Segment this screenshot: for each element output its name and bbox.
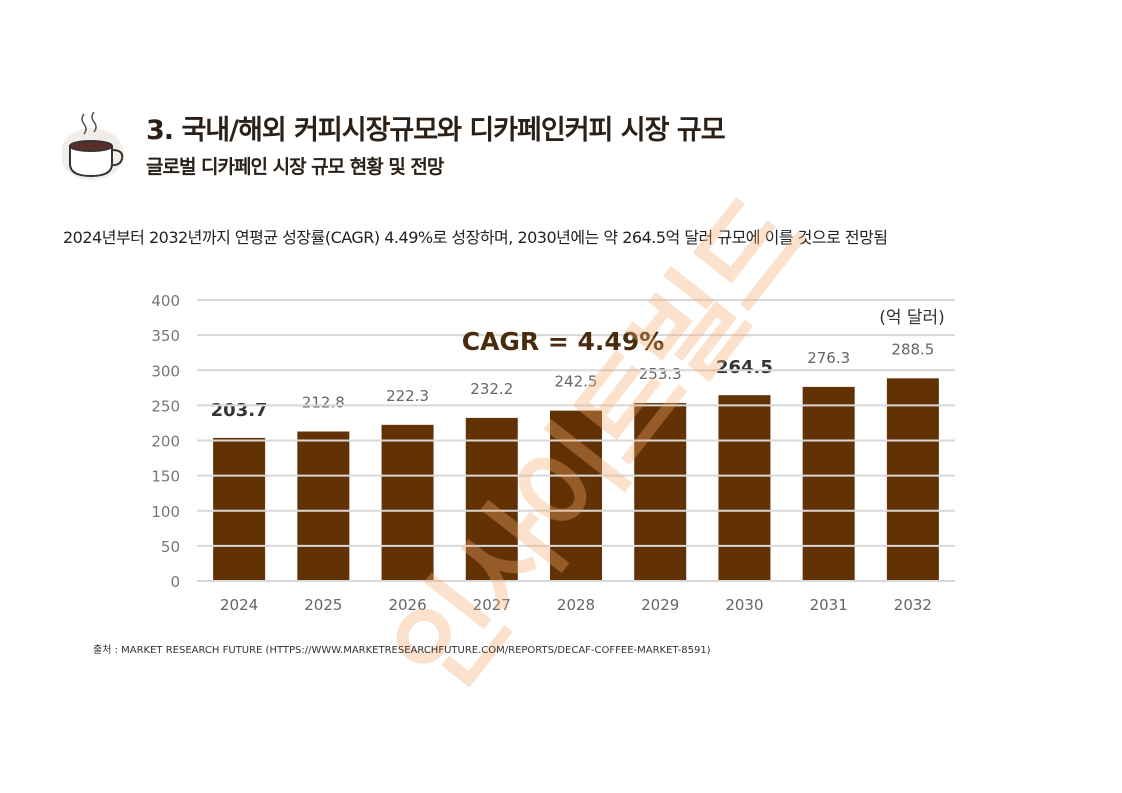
x-tick-label: 2027 bbox=[473, 596, 511, 614]
data-label: 276.3 bbox=[807, 349, 850, 367]
bar bbox=[634, 403, 687, 581]
bar bbox=[297, 431, 350, 581]
x-tick-label: 2030 bbox=[725, 596, 763, 614]
y-tick-label: 100 bbox=[151, 503, 180, 521]
y-tick-label: 0 bbox=[170, 573, 180, 591]
coffee-cup-icon bbox=[62, 111, 124, 180]
data-label: 232.2 bbox=[470, 380, 513, 398]
bar bbox=[550, 410, 602, 581]
x-tick-label: 2028 bbox=[557, 596, 595, 614]
data-label: 288.5 bbox=[891, 340, 934, 358]
data-label: 222.3 bbox=[386, 387, 429, 405]
bar bbox=[213, 437, 266, 581]
y-tick-label: 250 bbox=[151, 397, 180, 415]
x-tick-label: 2024 bbox=[220, 596, 258, 614]
y-tick-label: 50 bbox=[161, 538, 180, 556]
x-tick-label: 2025 bbox=[304, 596, 342, 614]
source-note: 출처 : MARKET RESEARCH FUTURE (HTTPS://WWW… bbox=[93, 645, 711, 656]
y-tick-label: 350 bbox=[151, 327, 180, 345]
x-tick-label: 2031 bbox=[810, 596, 848, 614]
x-tick-label: 2029 bbox=[641, 596, 679, 614]
bar bbox=[886, 378, 939, 581]
y-tick-label: 300 bbox=[151, 362, 180, 380]
data-label: 242.5 bbox=[555, 373, 598, 391]
x-tick-label: 2026 bbox=[388, 596, 426, 614]
description-text: 2024년부터 2032년까지 연평균 성장률(CAGR) 4.49%로 성장하… bbox=[63, 228, 888, 247]
y-tick-label: 150 bbox=[151, 468, 180, 486]
y-tick-label: 400 bbox=[151, 292, 180, 310]
bar bbox=[802, 386, 855, 581]
data-label: 203.7 bbox=[211, 400, 268, 421]
unit-label: (억 달러) bbox=[879, 308, 945, 328]
bar bbox=[718, 395, 771, 581]
x-tick-label: 2032 bbox=[894, 596, 932, 614]
data-label: 212.8 bbox=[302, 394, 345, 412]
data-label: 264.5 bbox=[716, 357, 773, 378]
page-subtitle: 글로벌 디카페인 시장 규모 현황 및 전망 bbox=[146, 156, 444, 178]
page-title: 3. 국내/해외 커피시장규모와 디카페인커피 시장 규모 bbox=[146, 115, 726, 146]
cagr-annotation: CAGR = 4.49% bbox=[462, 327, 665, 356]
bar bbox=[381, 424, 434, 581]
data-label: 253.3 bbox=[639, 365, 682, 383]
bar bbox=[465, 417, 518, 581]
y-tick-label: 200 bbox=[151, 433, 180, 451]
